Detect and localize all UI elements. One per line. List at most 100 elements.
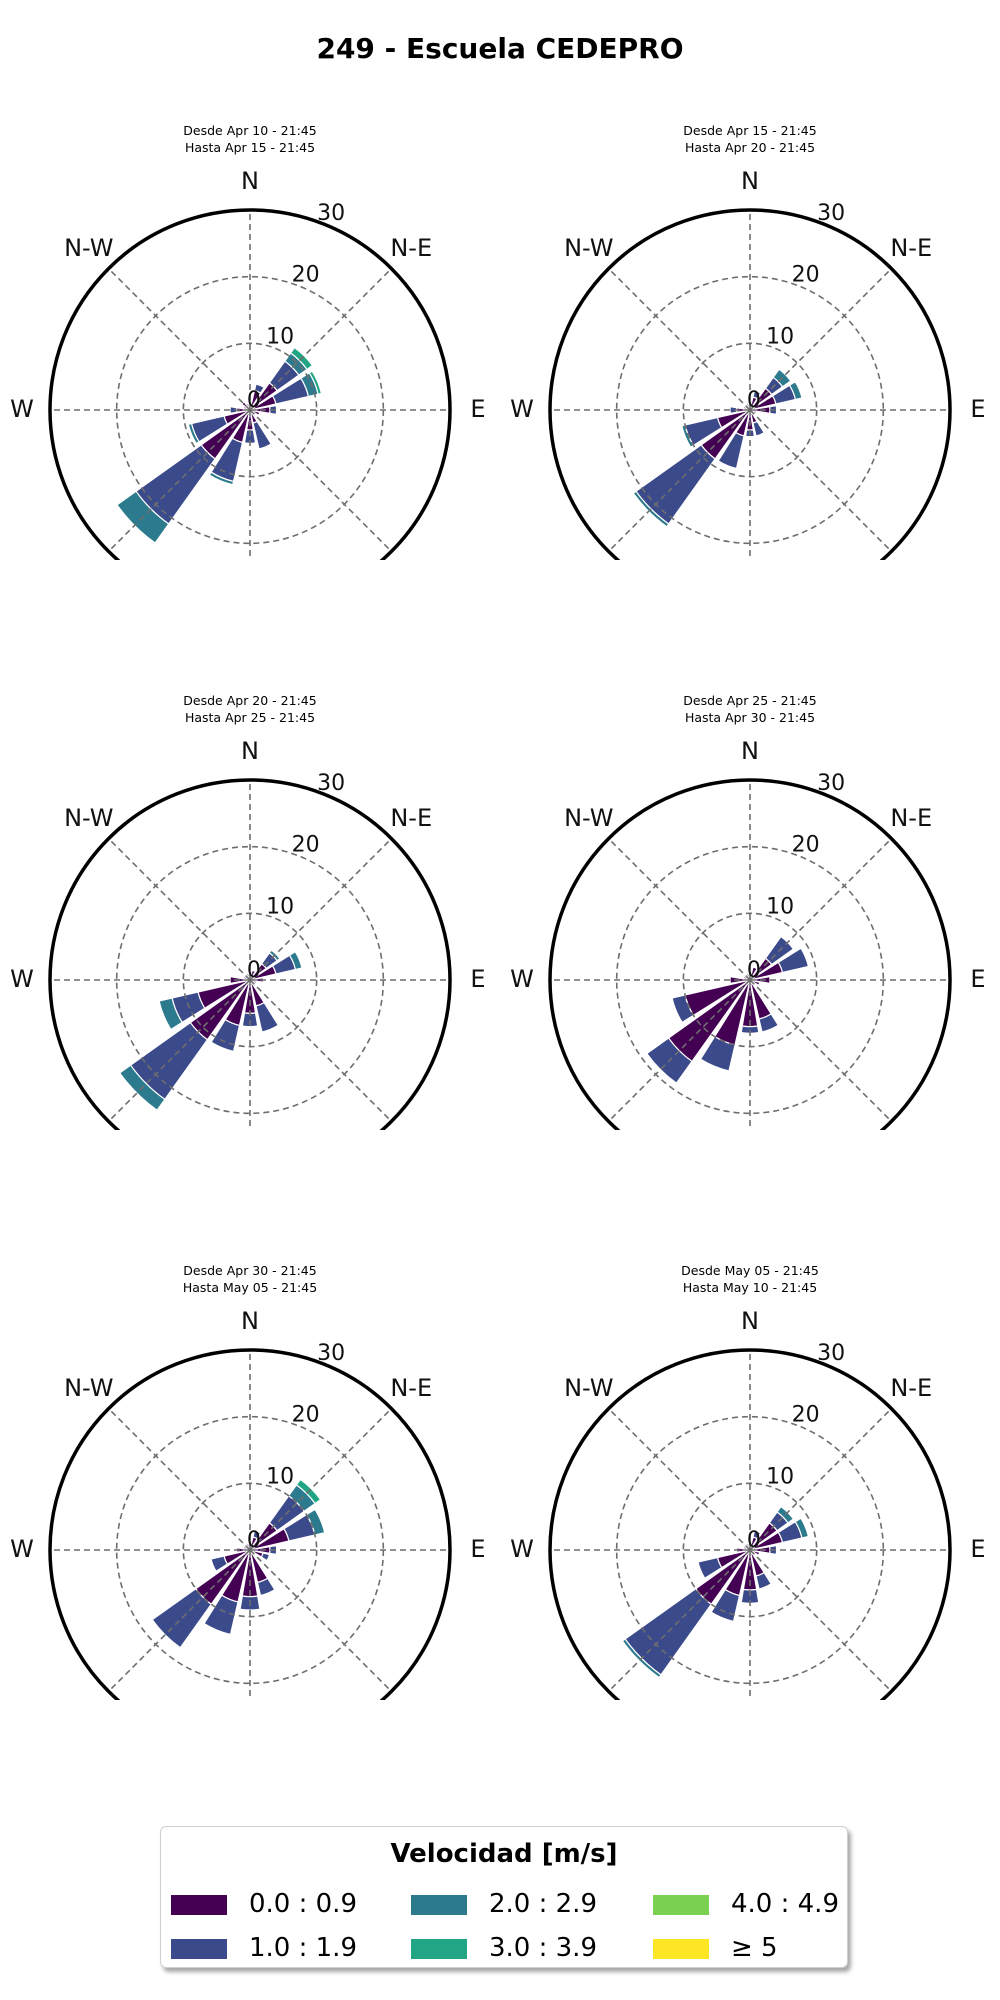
direction-label-sw: S-W (65, 1126, 112, 1130)
grid-spoke (249, 979, 392, 1122)
legend-title: Velocidad [m/s] (390, 1839, 618, 1869)
windrose-petal-segment (253, 383, 265, 394)
windrose-petal-segment (699, 1035, 736, 1072)
grid-ring (682, 342, 818, 478)
windrose-petal-segment (158, 997, 183, 1031)
legend-swatch (411, 1895, 467, 1915)
grid-spoke (108, 409, 251, 552)
direction-label-n: N (741, 167, 759, 195)
direction-label-ne: N-E (390, 234, 432, 262)
ring-tick-label: 30 (317, 1341, 345, 1366)
direction-label-n: N (241, 167, 259, 195)
page-title: 249 - Escuela CEDEPRO (316, 32, 684, 65)
subtitle-to: Hasta Apr 25 - 21:45 (184, 710, 316, 725)
subtitle-to: Hasta May 05 - 21:45 (182, 1280, 318, 1295)
direction-label-sw: S-W (65, 556, 112, 560)
direction-label-se: S-E (892, 556, 931, 560)
windrose-panel: Desde Apr 10 - 21:45 Hasta Apr 15 - 21:45… (0, 0, 500, 570)
windrose-petal-segment (794, 1517, 810, 1539)
direction-label-w: W (510, 1535, 534, 1563)
windrose-petal-segment (243, 429, 257, 444)
grid-ring (182, 912, 318, 1048)
subtitle-from: Desde Apr 20 - 21:45 (183, 693, 317, 708)
direction-label-ne: N-E (390, 804, 432, 832)
grid-ring (182, 342, 318, 478)
outer-ring (48, 208, 452, 560)
grid-spoke (749, 1549, 892, 1692)
windrose-petal-segment (288, 950, 303, 971)
subtitle-from: Desde Apr 10 - 21:45 (183, 123, 317, 138)
panel-subtitle: Desde Apr 10 - 21:45 Hasta Apr 15 - 21:45 (0, 122, 500, 156)
grid-spoke (749, 979, 892, 1122)
grid-spoke (108, 1408, 251, 1551)
windrose-petal-segment (621, 1638, 662, 1679)
grid-ring (182, 1482, 318, 1618)
direction-label-se: S-E (392, 1126, 431, 1130)
direction-label-w: W (10, 395, 34, 423)
direction-label-e: E (470, 395, 485, 423)
ring-tick-label: 0 (747, 1528, 761, 1553)
grid-spoke (749, 268, 892, 411)
direction-label-sw: S-W (565, 1126, 612, 1130)
panel-subtitle: Desde Apr 20 - 21:45 Hasta Apr 25 - 21:45 (0, 692, 500, 726)
windrose-petal-segment (717, 431, 745, 470)
windrose-petal-segment (241, 1012, 259, 1028)
direction-label-n: N (241, 1307, 259, 1335)
subtitle-to: Hasta May 10 - 21:45 (682, 1280, 818, 1295)
windrose-petal-segment (632, 490, 670, 528)
windrose-petal-segment (740, 1025, 760, 1034)
direction-label-nw: N-W (64, 1374, 113, 1402)
direction-label-sw: S-W (565, 556, 612, 560)
grid-spoke (249, 409, 392, 552)
windrose-petal-segment (752, 420, 765, 437)
direction-label-w: W (10, 1535, 34, 1563)
legend-swatch (171, 1939, 227, 1959)
ring-tick-label: 30 (817, 1341, 845, 1366)
direction-label-sw: S-W (565, 1696, 612, 1700)
direction-label-n: N (241, 737, 259, 765)
ring-tick-label: 20 (792, 1403, 820, 1428)
direction-label-e: E (470, 965, 485, 993)
windrose-petal-segment (210, 1555, 229, 1573)
windrose-petal-segment (308, 370, 323, 395)
direction-label-ne: N-E (890, 1374, 932, 1402)
grid-spoke (249, 838, 392, 981)
ring-tick-label: 30 (317, 201, 345, 226)
direction-label-e: E (970, 965, 985, 993)
windrose-petal-segment (203, 1594, 239, 1636)
legend-label: 2.0 : 2.9 (489, 1889, 597, 1919)
direction-label-w: W (510, 965, 534, 993)
legend-label: 4.0 : 4.9 (731, 1889, 839, 1919)
grid-spoke (108, 268, 251, 411)
windrose-petal-segment (776, 1505, 795, 1524)
ring-tick-label: 0 (747, 388, 761, 413)
ring-tick-label: 0 (247, 958, 261, 983)
panel-subtitle: Desde Apr 15 - 21:45 Hasta Apr 20 - 21:45 (500, 122, 1000, 156)
subtitle-from: Desde Apr 15 - 21:45 (683, 123, 817, 138)
windrose-petal-segment (740, 1588, 760, 1604)
grid-spoke (749, 838, 892, 981)
legend-label: ≥ 5 (731, 1933, 778, 1963)
ring-tick-label: 30 (317, 771, 345, 796)
direction-label-sw: S-W (65, 1696, 112, 1700)
ring-tick-label: 10 (266, 894, 294, 919)
windrose-petal-segment (260, 1552, 271, 1562)
legend-label: 3.0 : 3.9 (489, 1933, 597, 1963)
direction-label-nw: N-W (64, 804, 113, 832)
subtitle-from: Desde May 05 - 21:45 (681, 1263, 819, 1278)
windrose-petal-segment (305, 1508, 326, 1536)
direction-label-se: S-E (892, 1696, 931, 1700)
direction-label-se: S-E (392, 1696, 431, 1700)
outer-ring (548, 1348, 952, 1700)
ring-tick-label: 10 (766, 1464, 794, 1489)
windrose-panel: Desde Apr 15 - 21:45 Hasta Apr 20 - 21:45… (500, 0, 1000, 570)
ring-tick-label: 20 (792, 833, 820, 858)
direction-label-ne: N-E (890, 804, 932, 832)
ring-tick-label: 10 (266, 1464, 294, 1489)
